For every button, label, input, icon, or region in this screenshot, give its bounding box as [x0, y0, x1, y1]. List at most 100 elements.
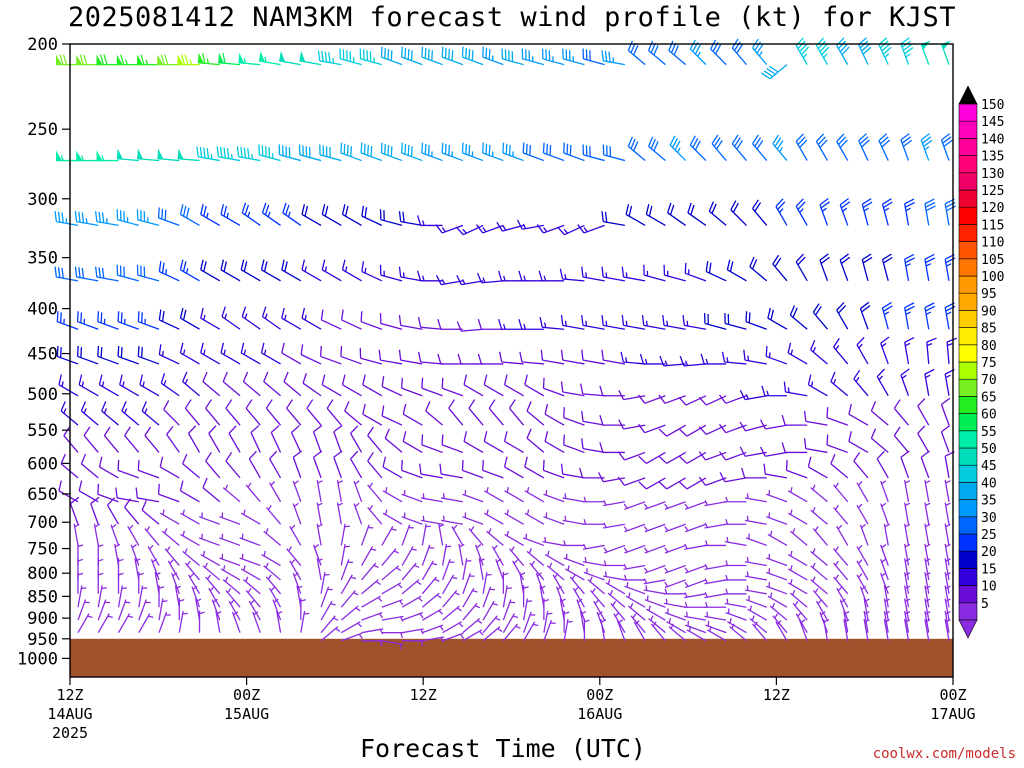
barb-shaft — [239, 537, 261, 547]
barb-shaft — [202, 565, 221, 581]
barb-half — [583, 519, 587, 525]
barb-full — [836, 302, 845, 311]
credit-link[interactable]: coolwx.com/models — [872, 746, 1016, 762]
wind-barb — [599, 442, 625, 454]
wind-barb — [623, 574, 646, 581]
wind-barb — [187, 425, 201, 453]
barb-full — [398, 211, 402, 222]
barb-shaft — [262, 212, 281, 226]
wind-barb — [684, 262, 707, 282]
wind-barb — [883, 619, 890, 641]
barb-full — [650, 138, 656, 149]
barb-half — [369, 504, 374, 511]
barb-shaft — [772, 615, 788, 634]
barb-half — [98, 544, 104, 548]
wind-barb — [97, 571, 104, 594]
barb-shaft — [861, 203, 869, 226]
barb-half — [686, 320, 689, 327]
wind-barb — [658, 477, 686, 490]
barb-shaft — [668, 49, 687, 66]
barb-half — [861, 523, 867, 529]
barb-shaft — [158, 493, 180, 503]
barb-shaft — [543, 224, 565, 234]
wind-barb — [482, 459, 504, 479]
barb-shaft — [342, 384, 362, 397]
wind-barb — [668, 623, 687, 642]
barb-shaft — [775, 206, 788, 226]
barb-shaft — [666, 424, 686, 437]
barb-shaft — [159, 270, 180, 282]
barb-half — [163, 380, 167, 386]
barb-full — [518, 270, 523, 282]
barb-full — [202, 477, 208, 488]
wind-barb — [904, 598, 911, 621]
barb-full — [498, 319, 503, 330]
barb-full — [900, 450, 910, 458]
barb-shaft — [245, 589, 261, 608]
wind-barb — [290, 425, 302, 453]
barb-full — [941, 425, 951, 433]
barb-shaft — [144, 435, 160, 453]
wind-barb — [463, 374, 484, 397]
barb-shaft — [543, 493, 565, 503]
barb-shaft — [744, 561, 767, 567]
barb-half — [547, 612, 553, 615]
wind-barb — [637, 394, 666, 404]
barb-full — [200, 204, 204, 215]
wind-barb — [704, 540, 727, 547]
x-axis-label: Forecast Time (UTC) — [360, 734, 646, 763]
barb-half — [746, 515, 749, 521]
wind-barb — [191, 585, 201, 608]
barb-full — [839, 43, 848, 53]
barb-full — [101, 401, 107, 412]
wind-barb — [341, 374, 362, 397]
wind-barb — [563, 142, 585, 162]
barb-full — [107, 497, 116, 506]
wind-barb — [306, 399, 322, 426]
colorbar-swatch — [958, 120, 978, 139]
barb-half — [422, 493, 425, 499]
barb-shaft — [141, 410, 160, 426]
barb-shaft — [543, 619, 553, 642]
wind-barb — [76, 150, 99, 162]
barb-shaft — [853, 378, 869, 397]
barb-shaft — [744, 359, 767, 365]
barb-full — [291, 425, 300, 433]
barb-shaft — [491, 546, 504, 566]
wind-barb — [940, 40, 951, 65]
barb-full — [137, 459, 140, 471]
wind-barb — [97, 585, 107, 608]
barb-shaft — [624, 451, 646, 461]
barb-shaft — [360, 524, 370, 546]
wind-barb — [544, 550, 565, 567]
barb-half — [247, 211, 251, 218]
barb-full — [601, 266, 604, 278]
barb-half — [165, 269, 168, 275]
barb-half — [790, 579, 793, 585]
wind-barb — [724, 560, 747, 567]
barb-shaft — [336, 479, 342, 502]
wind-barb — [340, 142, 362, 162]
barb-shaft — [483, 490, 504, 503]
barb-shaft — [462, 516, 484, 525]
barb-full — [708, 262, 712, 274]
barb-full — [902, 43, 913, 52]
barb-half — [98, 572, 104, 576]
barb-full — [815, 133, 825, 142]
wind-barb — [643, 578, 666, 585]
barb-shaft — [228, 433, 241, 453]
barb-full — [225, 399, 233, 409]
barb-shaft — [856, 344, 869, 365]
wind-barb — [261, 306, 281, 330]
barb-full — [90, 496, 100, 505]
wind-barb — [340, 543, 350, 566]
barb-half — [461, 279, 466, 285]
barb-shaft — [361, 612, 383, 621]
barb-shaft — [121, 410, 140, 426]
barb-full — [471, 50, 474, 61]
barb-full — [662, 314, 665, 326]
barb-half — [704, 563, 709, 570]
wind-barb — [236, 146, 261, 162]
barb-full — [70, 496, 80, 505]
barb-full — [946, 205, 957, 212]
